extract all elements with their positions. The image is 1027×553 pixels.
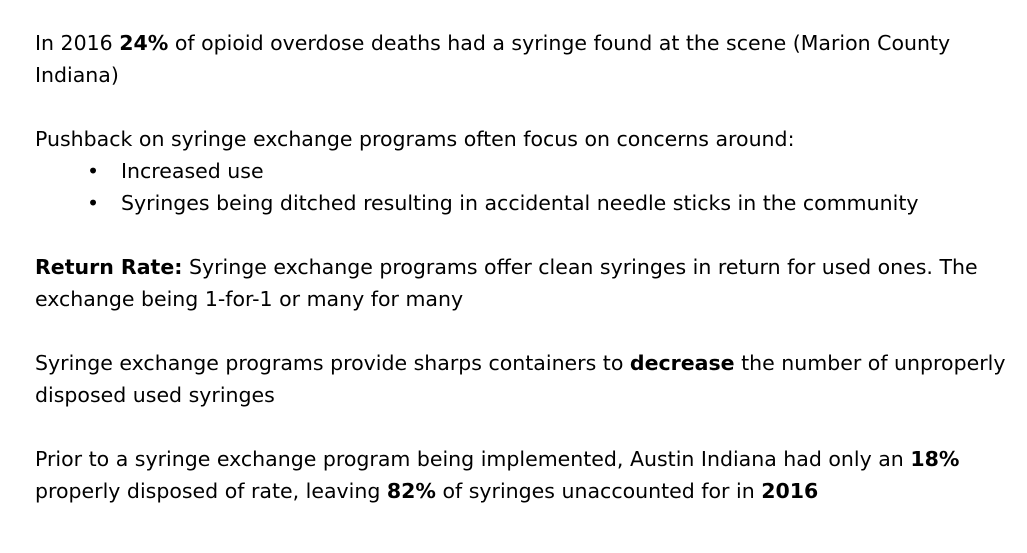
bold-percentage: 82% [386, 479, 436, 503]
text-segment: of syringes unaccounted for in [435, 479, 762, 503]
paragraph-overdose-stat: In 2016 24% of opioid overdose deaths ha… [35, 27, 1010, 91]
bold-word: decrease [629, 351, 735, 375]
paragraph-pushback: Pushback on syringe exchange programs of… [35, 123, 1010, 219]
text-segment: Prior to a syringe exchange program bein… [35, 447, 911, 471]
return-rate-heading: Return Rate: [35, 255, 183, 279]
text-segment: Syringe exchange programs offer clean sy… [35, 255, 978, 311]
list-item-text: Syringes being ditched resulting in acci… [121, 191, 919, 215]
document-body: In 2016 24% of opioid overdose deaths ha… [35, 27, 1010, 539]
bold-year: 2016 [761, 479, 819, 503]
paragraph-austin-stat: Prior to a syringe exchange program bein… [35, 443, 1010, 507]
bullet-icon: • [87, 191, 100, 215]
bold-percentage: 18% [910, 447, 960, 471]
list-item: • Syringes being ditched resulting in acc… [35, 187, 1010, 219]
concerns-list: • Increased use • Syringes being ditched r… [35, 155, 1010, 219]
bold-percentage: 24% [119, 31, 169, 55]
list-item: • Increased use [35, 155, 1010, 187]
text-segment: properly disposed of rate, leaving [35, 479, 387, 503]
paragraph-return-rate: Return Rate: Syringe exchange programs o… [35, 251, 1010, 315]
text-segment: Syringe exchange programs provide sharps… [35, 351, 630, 375]
text-segment: the number of unproperly disposed used s… [35, 351, 1006, 407]
bullet-icon: • [87, 159, 100, 183]
text-segment: In 2016 [35, 31, 120, 55]
text-segment: of opioid overdose deaths had a syringe … [35, 31, 951, 87]
list-item-text: Increased use [121, 159, 264, 183]
pushback-intro: Pushback on syringe exchange programs of… [35, 127, 795, 151]
paragraph-sharps-containers: Syringe exchange programs provide sharps… [35, 347, 1010, 411]
